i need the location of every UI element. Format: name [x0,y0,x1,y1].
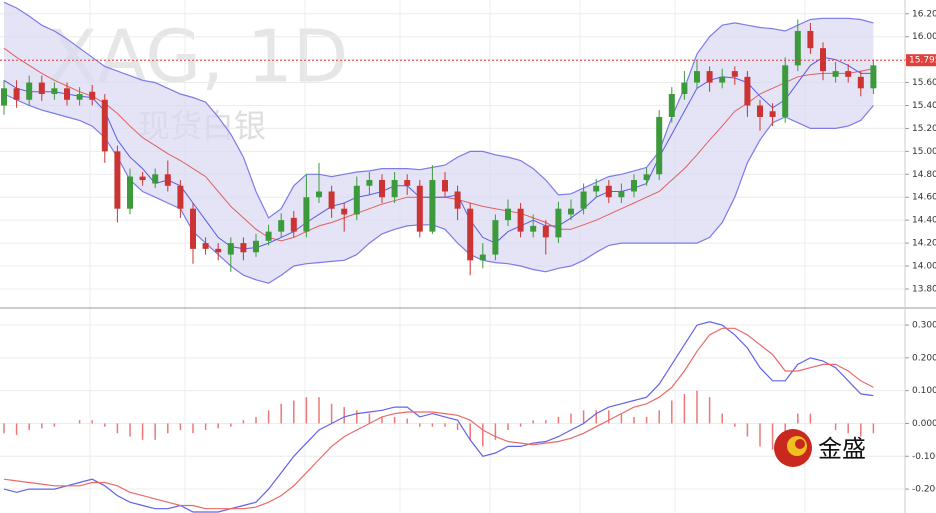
candle-body [605,185,612,198]
candle-body [568,208,574,215]
macd-line [3,327,874,510]
y-tick-label: 13.80 [912,284,936,294]
y-tick-label: 0.200 [912,353,936,363]
logo-text: 金盛 [818,435,866,463]
y-tick-label: 14.80 [912,170,936,180]
candle-body [580,191,587,209]
candle-body [26,82,33,100]
candle-body [101,99,108,152]
candle-body [202,243,209,249]
candle-body [555,208,562,238]
candle-body [668,94,675,117]
candle-body [38,82,45,95]
candle-body [429,180,436,232]
candle-body [341,208,348,215]
last-price-label: 15.795 [909,56,936,66]
candle-body [215,248,222,253]
y-tick-label: 14.60 [912,193,936,203]
candle-body [643,174,650,181]
candle-body [89,91,96,100]
candle-body [467,208,474,261]
candle-body [328,191,335,209]
candle-body [454,191,461,209]
candle-body [114,151,121,209]
candle-body [51,88,58,95]
y-tick-label: 16.00 [912,32,936,42]
y-tick-label: -0.100 [912,452,936,462]
candle-body [416,185,423,232]
candle-body [794,30,801,66]
candle-body [303,197,310,232]
candle-body [442,180,448,192]
band-upper [3,1,874,219]
candle-body [391,180,398,198]
y-tick-label: 15.20 [912,124,936,134]
candle-body [265,231,272,241]
y-tick-label: 16.20 [912,9,936,19]
candle-body [492,220,499,255]
candle-body [820,48,826,72]
band-lower [3,93,874,284]
candle-body [832,71,839,77]
y-tick-label: 14.00 [912,262,936,272]
last-price-box [906,54,936,67]
candle-body [681,82,688,95]
y-tick-label: 14.40 [912,216,936,226]
candle-body [706,71,713,83]
candle-body [656,116,663,175]
candle-body [542,225,549,238]
candle-body [139,176,146,181]
macd-line [3,321,874,513]
candle-body [593,185,600,192]
y-tick-label: 0.100 [912,386,936,396]
candle-body [517,208,524,232]
candle-body [316,191,322,198]
candle-body [240,243,247,253]
y-tick-label: 0.300 [912,321,936,331]
candle-body [769,111,776,117]
y-tick-label: -0.200 [912,485,936,495]
candle-body [152,174,159,184]
logo-icon-core [795,439,805,449]
candle-body [505,208,511,221]
candle-body [719,76,726,83]
candle-body [190,208,196,249]
candle-body [127,176,133,209]
candle-body [731,71,738,77]
candle-body [164,174,171,186]
candle-body [353,185,360,215]
candle-body [1,88,7,106]
candle-body [530,225,537,232]
y-tick-label: 15.00 [912,147,936,157]
candle-body [807,30,814,49]
candle-body [694,71,700,83]
band-fill [4,2,874,284]
candle-body [479,254,486,261]
candle-body [744,76,751,106]
y-tick-label: 0.000 [912,419,936,429]
moving-average [3,56,874,250]
candle-body [177,185,184,209]
candle-body [870,65,877,89]
candle-body [631,180,637,192]
candle-body [379,180,385,198]
candle-body [64,88,70,100]
y-tick-label: 14.20 [912,239,936,249]
candle-body [618,191,625,198]
candle-body [290,217,297,232]
candle-body [76,94,83,100]
candle-body [13,88,20,100]
candle-body [278,220,285,232]
y-tick-label: 15.60 [912,78,936,88]
candle-body [366,180,373,186]
candle-body [253,240,259,253]
candle-body [227,243,234,255]
candle-body [404,180,411,186]
candle-body [757,105,763,117]
candle-body [845,71,852,77]
candle-body [857,76,864,89]
y-tick-label: 15.40 [912,101,936,111]
candle-body [782,65,789,117]
